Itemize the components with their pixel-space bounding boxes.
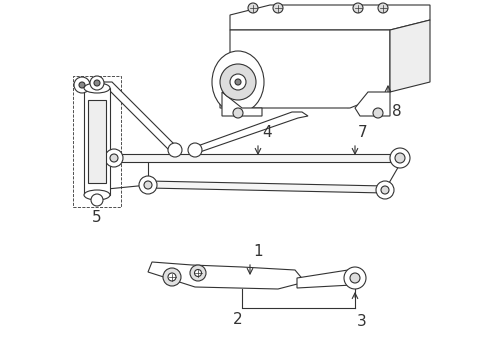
Polygon shape (220, 30, 390, 108)
Circle shape (350, 273, 360, 283)
Circle shape (344, 267, 366, 289)
Polygon shape (297, 270, 358, 288)
Circle shape (110, 154, 118, 162)
Circle shape (378, 3, 388, 13)
Circle shape (91, 194, 103, 206)
Circle shape (74, 77, 90, 93)
Circle shape (353, 3, 363, 13)
Polygon shape (148, 262, 305, 289)
Circle shape (105, 149, 123, 167)
Ellipse shape (84, 83, 110, 93)
Circle shape (195, 270, 201, 276)
Polygon shape (390, 20, 430, 92)
Circle shape (235, 79, 241, 85)
Bar (390, 154, 408, 162)
Circle shape (376, 181, 394, 199)
Circle shape (79, 82, 85, 88)
Circle shape (248, 3, 258, 13)
Bar (108, 154, 390, 162)
Circle shape (395, 153, 405, 163)
Circle shape (233, 108, 243, 118)
Circle shape (373, 108, 383, 118)
Polygon shape (192, 112, 308, 153)
Text: 5: 5 (92, 210, 102, 225)
Polygon shape (222, 92, 262, 116)
Circle shape (190, 265, 206, 281)
Bar (88, 100, 106, 183)
Circle shape (230, 74, 246, 90)
Text: 1: 1 (253, 244, 263, 259)
Polygon shape (148, 181, 385, 193)
Text: 7: 7 (358, 125, 368, 140)
Polygon shape (355, 92, 390, 116)
Circle shape (188, 143, 202, 157)
Ellipse shape (212, 51, 264, 113)
Circle shape (163, 268, 181, 286)
Text: 8: 8 (392, 104, 402, 119)
Ellipse shape (84, 190, 110, 200)
Text: 2: 2 (233, 312, 243, 327)
Circle shape (90, 76, 104, 90)
Circle shape (273, 3, 283, 13)
Polygon shape (82, 82, 178, 153)
Bar (73, 76, 121, 207)
Circle shape (144, 181, 152, 189)
Circle shape (381, 186, 389, 194)
Circle shape (220, 64, 256, 100)
Circle shape (168, 273, 176, 281)
Circle shape (94, 80, 100, 86)
Polygon shape (230, 5, 430, 30)
Text: 3: 3 (357, 314, 367, 329)
Bar (84, 88, 110, 195)
Circle shape (168, 143, 182, 157)
Circle shape (390, 148, 410, 168)
Circle shape (139, 176, 157, 194)
Text: 4: 4 (262, 125, 271, 140)
Text: 6: 6 (100, 104, 110, 119)
